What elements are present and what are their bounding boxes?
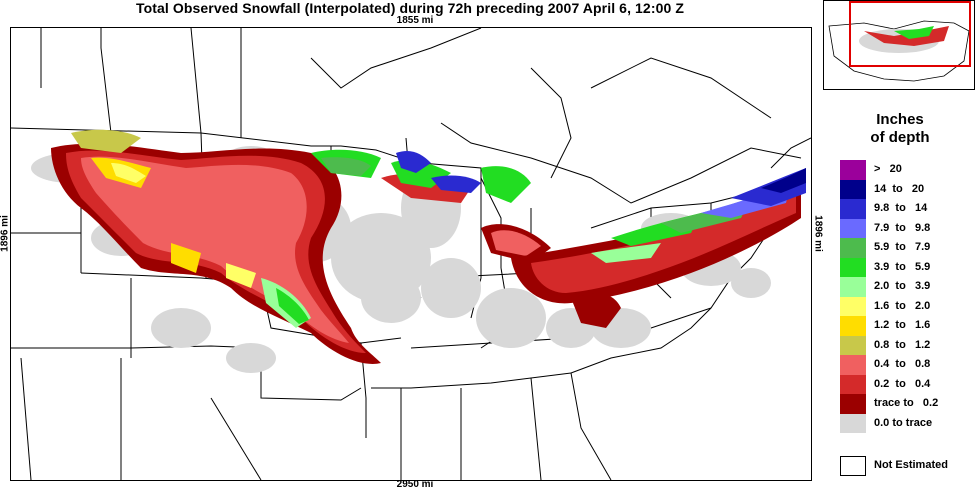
- legend-swatch: [840, 335, 866, 355]
- legend-label: 0.4 to 0.8: [874, 358, 931, 370]
- legend-swatch: [840, 316, 866, 336]
- scale-label-top: 1855 mi: [396, 15, 434, 26]
- legend-item: 2.0 to 3.9: [840, 277, 970, 297]
- legend-item: trace to 0.2: [840, 394, 970, 414]
- map-title: Total Observed Snowfall (Interpolated) d…: [136, 0, 684, 16]
- legend-swatch: [840, 355, 866, 375]
- legend: > 20 14 to 20 9.8 to 14 7.9 to 9.8 5.9 t…: [840, 160, 970, 433]
- legend-label: 14 to 20: [874, 182, 925, 195]
- legend-swatch: [840, 277, 866, 297]
- legend-label: 5.9 to 7.9: [874, 241, 931, 253]
- legend-label: 3.9 to 5.9: [874, 260, 931, 273]
- not-estimated-swatch: [840, 456, 866, 476]
- legend-swatch: [840, 374, 866, 394]
- legend-label: 2.0 to 3.9: [874, 280, 931, 292]
- legend-title: Inches of depth: [840, 111, 960, 147]
- legend-label: 1.6 to 2.0: [874, 299, 931, 312]
- legend-item: 0.2 to 0.4: [840, 374, 970, 394]
- legend-item: 0.4 to 0.8: [840, 355, 970, 375]
- legend-swatch: [840, 257, 866, 277]
- legend-item: 9.8 to 14: [840, 199, 970, 219]
- locator-inset-svg: [828, 1, 971, 82]
- scale-label-right: 1896 mi: [812, 215, 824, 252]
- legend-title-line2: of depth: [870, 129, 930, 146]
- legend-item: 0.8 to 1.2: [840, 335, 970, 355]
- legend-swatch: [840, 296, 866, 316]
- legend-item: > 20: [840, 160, 970, 180]
- not-estimated-label: Not Estimated: [874, 459, 948, 471]
- legend-label: 0.8 to 1.2: [874, 338, 931, 351]
- legend-title-line1: Inches: [876, 111, 924, 128]
- legend-item: 1.2 to 1.6: [840, 316, 970, 336]
- legend-swatch: [840, 179, 866, 199]
- legend-swatch: [840, 199, 866, 219]
- legend-item: 7.9 to 9.8: [840, 218, 970, 238]
- legend-label: trace to 0.2: [874, 397, 939, 409]
- legend-item: 5.9 to 7.9: [840, 238, 970, 258]
- legend-swatch: [840, 160, 866, 180]
- legend-swatch: [840, 218, 866, 238]
- legend-swatch: [840, 413, 866, 433]
- inset-snow-area-green: [894, 26, 934, 39]
- scale-label-bottom: 2950 mi: [396, 479, 434, 490]
- legend-label: > 20: [874, 163, 902, 175]
- legend-item: 3.9 to 5.9: [840, 257, 970, 277]
- legend-swatch: [840, 238, 866, 258]
- scale-label-left: 1896 mi: [0, 215, 11, 252]
- legend-item: 0.0 to trace: [840, 413, 970, 433]
- inset-extent-box: [849, 1, 971, 67]
- legend-item: 14 to 20: [840, 179, 970, 199]
- snowfall-swaths: [51, 129, 806, 364]
- snowfall-map-svg: [11, 28, 811, 480]
- legend-swatch: [840, 394, 866, 414]
- locator-inset-map: [823, 0, 975, 90]
- legend-label: 9.8 to 14: [874, 202, 928, 214]
- legend-label: 0.2 to 0.4: [874, 377, 931, 390]
- legend-label: 1.2 to 1.6: [874, 319, 931, 331]
- legend-item: 1.6 to 2.0: [840, 296, 970, 316]
- snowfall-map: [10, 27, 812, 481]
- legend-label: 7.9 to 9.8: [874, 221, 931, 234]
- legend-label: 0.0 to trace: [874, 416, 933, 429]
